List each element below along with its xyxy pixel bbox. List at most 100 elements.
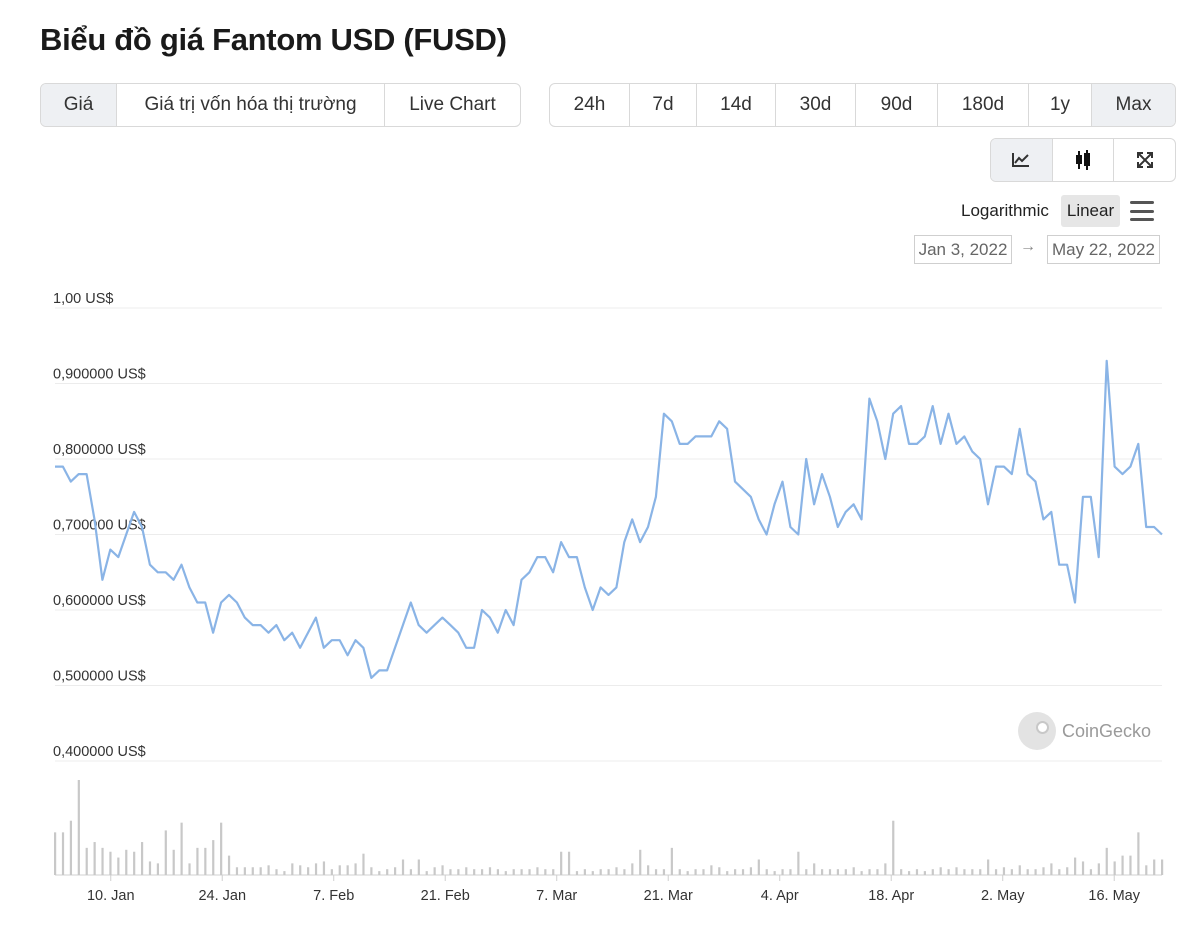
hamburger-menu-icon[interactable] (1130, 201, 1155, 221)
volume-bar (354, 863, 357, 875)
volume-bar (1066, 867, 1069, 875)
volume-bar (180, 822, 183, 875)
price-line (55, 359, 1163, 679)
volume-bar (726, 871, 729, 875)
volume-bar (1081, 861, 1085, 875)
volume-bar (109, 851, 112, 875)
tab-live-chart[interactable]: Live Chart (409, 94, 496, 115)
volume-bar (291, 863, 294, 875)
volume-bar (164, 830, 167, 875)
price-chart: 1,00 US$ 0,900000 US$ 0,800000 US$ 0,700000… (53, 291, 1164, 904)
volume-bar (235, 867, 239, 875)
scale-linear[interactable]: Linear (1060, 195, 1121, 227)
date-range-arrow-icon: → (1020, 238, 1036, 255)
date-from-input[interactable]: Jan 3, 2022 (914, 235, 1012, 264)
volume-bar (1137, 832, 1140, 875)
volume-bar (172, 849, 175, 875)
volume-bar (639, 849, 642, 875)
x-tick-label: 24. Jan (198, 888, 246, 904)
expand-button[interactable] (1114, 139, 1175, 181)
volume-bar (425, 871, 428, 875)
volume-bar (544, 869, 547, 875)
volume-bar (654, 869, 658, 875)
volume-bar (370, 867, 373, 875)
volume-bar (623, 869, 626, 875)
volume-bar (1042, 867, 1045, 875)
x-tick-label: 16. May (1088, 888, 1140, 904)
volume-bar (196, 847, 199, 875)
chart-type-toggle (990, 138, 1176, 182)
line-chart-button[interactable] (991, 139, 1053, 181)
volume-bar (314, 863, 318, 875)
y-tick-label: 1,00 US$ (53, 291, 113, 307)
volume-bar (773, 871, 776, 875)
range-30d[interactable]: 30d (776, 84, 856, 126)
range-1y[interactable]: 1y (1029, 84, 1092, 126)
range-max[interactable]: Max (1092, 84, 1175, 126)
volume-bar (741, 869, 745, 875)
date-to-input[interactable]: May 22, 2022 (1047, 235, 1160, 264)
volume-bar (1034, 869, 1037, 875)
candlestick-button[interactable] (1053, 139, 1115, 181)
volume-bar (54, 832, 57, 875)
volume-bar (394, 867, 397, 875)
volume-bar (204, 847, 207, 875)
volume-bar (813, 863, 816, 875)
volume-bar (259, 867, 262, 875)
tab-price[interactable]: Giá (41, 84, 117, 126)
volume-bar (552, 869, 555, 875)
volume-bar (1153, 859, 1156, 875)
volume-bar (662, 869, 666, 875)
range-180d[interactable]: 180d (938, 84, 1029, 126)
range-7d[interactable]: 7d (630, 84, 697, 126)
volume-bar (386, 869, 389, 875)
volume-bar (979, 869, 982, 875)
range-90d[interactable]: 90d (856, 84, 938, 126)
x-tick-label: 21. Mar (644, 888, 693, 904)
range-24h[interactable]: 24h (550, 84, 630, 126)
volume-bar (757, 859, 760, 875)
tab-market-cap[interactable]: Giá trị vốn hóa thị trường (117, 84, 385, 126)
volume-bar (868, 869, 871, 875)
volume-bar (480, 869, 484, 875)
volume-bar (1145, 865, 1148, 875)
volume-bar (362, 853, 365, 875)
volume-bar (512, 869, 515, 875)
watermark-text: CoinGecko (1062, 720, 1152, 741)
volume-bar (243, 867, 246, 875)
volume-bar (670, 847, 673, 875)
volume-bar (884, 863, 887, 875)
range-tabs: 24h 7d 14d 30d 90d 180d 1y Max (549, 83, 1176, 127)
volume-bar (765, 869, 768, 875)
volume-bar (473, 869, 476, 875)
volume-bar (520, 869, 523, 875)
volume-bar (734, 869, 737, 875)
volume-bar (330, 869, 333, 875)
volume-bar (251, 867, 254, 875)
volume-bar (346, 865, 349, 875)
volume-bar (322, 861, 326, 875)
volume-bar (955, 867, 958, 875)
volume-bar (378, 871, 381, 875)
volume-bar (797, 851, 800, 875)
volume-bar (1026, 869, 1029, 875)
volume-bar (1121, 855, 1124, 875)
volume-bar (441, 865, 444, 875)
volume-bar (836, 869, 840, 875)
volume-bar (1089, 869, 1093, 875)
volume-bar (892, 820, 895, 875)
range-14d[interactable]: 14d (697, 84, 776, 126)
volume-bar (947, 869, 950, 875)
volume-bar (299, 865, 302, 875)
y-tick-label: 0,500000 US$ (53, 669, 146, 685)
volume-bar (1105, 847, 1108, 875)
volume-bar (781, 869, 784, 875)
volume-bar (528, 869, 531, 875)
scale-logarithmic[interactable]: Logarithmic (961, 201, 1049, 220)
x-tick-label: 7. Feb (313, 888, 354, 904)
volume-bar (599, 869, 602, 875)
volume-bar (1129, 855, 1132, 875)
volume-bar (156, 863, 159, 875)
volume-bar (85, 847, 88, 875)
volume-bar (465, 867, 468, 875)
